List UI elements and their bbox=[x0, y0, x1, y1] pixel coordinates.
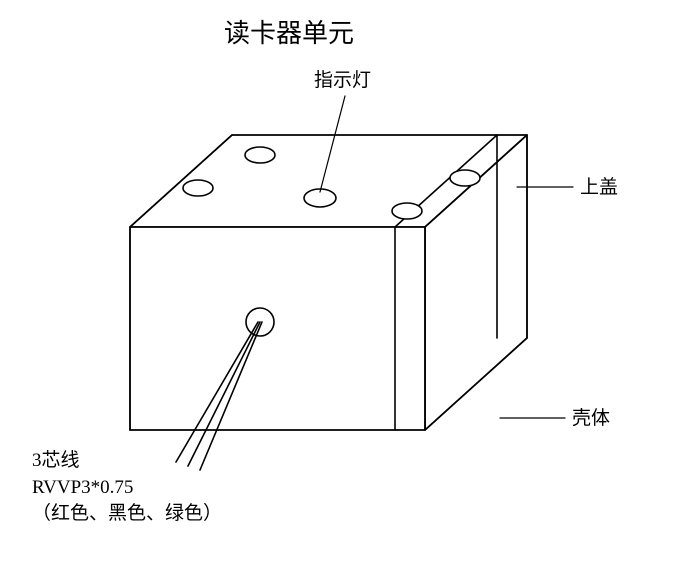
label-cable-line1: 3芯线 bbox=[32, 448, 222, 475]
label-cable-line2: RVVP3*0.75 bbox=[32, 475, 222, 502]
label-indicator: 指示灯 bbox=[314, 68, 371, 95]
label-top-cover: 上盖 bbox=[580, 175, 618, 202]
label-shell: 壳体 bbox=[572, 406, 610, 433]
label-cable-line3: （红色、黑色、绿色） bbox=[32, 501, 222, 528]
label-cable: 3芯线 RVVP3*0.75 （红色、黑色、绿色） bbox=[32, 448, 222, 528]
title: 读卡器单元 bbox=[224, 16, 354, 52]
